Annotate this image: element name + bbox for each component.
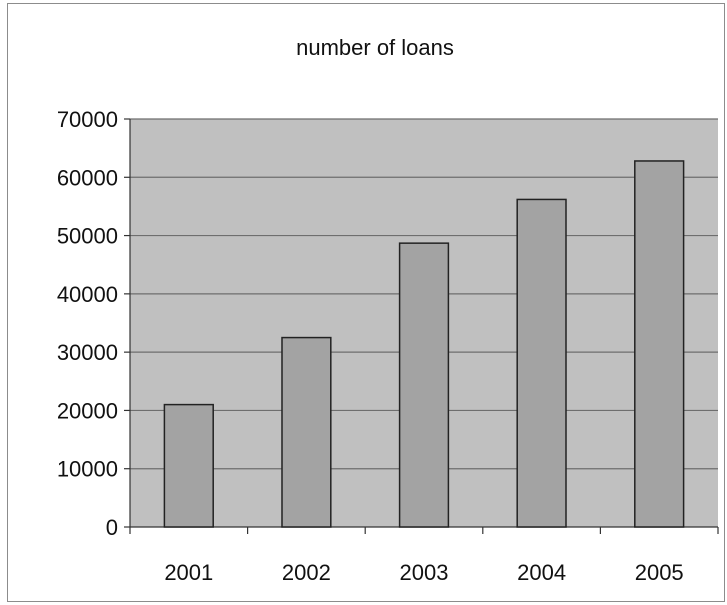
- x-tick-label: 2002: [282, 560, 331, 585]
- bar-2001: [163, 403, 214, 528]
- x-tick-label: 2001: [164, 560, 213, 585]
- bar-2005: [634, 160, 685, 528]
- y-tick-label: 70000: [57, 107, 118, 132]
- y-tick-label: 40000: [57, 282, 118, 307]
- y-axis: 0 10000 20000 30000 40000 50000 60000 70000: [57, 107, 131, 540]
- y-tick-label: 60000: [57, 165, 118, 190]
- bar-2004: [516, 198, 567, 528]
- x-tick-label: 2003: [400, 560, 449, 585]
- y-tick-label: 10000: [57, 457, 118, 482]
- y-tick-label: 0: [106, 515, 118, 540]
- chart-title: number of loans: [296, 35, 454, 60]
- y-tick-label: 50000: [57, 224, 118, 249]
- x-axis: 2001 2002 2003 2004 2005: [129, 526, 719, 585]
- bars: [163, 160, 685, 528]
- bar-2003: [398, 242, 450, 528]
- bar-2002: [281, 336, 332, 528]
- x-tick-label: 2005: [635, 560, 684, 585]
- y-tick-label: 20000: [57, 398, 118, 423]
- x-tick-label: 2004: [517, 560, 566, 585]
- y-tick-label: 30000: [57, 340, 118, 365]
